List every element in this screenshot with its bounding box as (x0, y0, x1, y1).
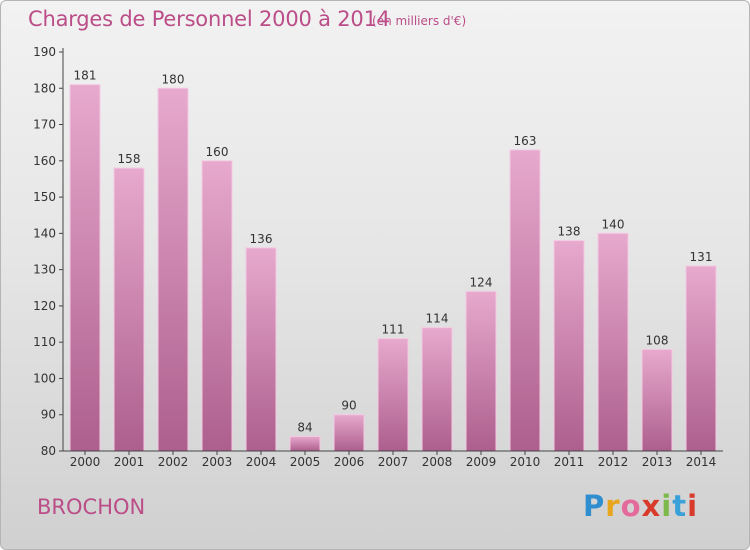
bar-2011 (553, 240, 585, 452)
logo-letter: i (687, 489, 699, 523)
x-tick-label: 2007 (378, 455, 409, 469)
x-tick-label: 2003 (202, 455, 233, 469)
chart-title: Charges de Personnel 2000 à 2014 (28, 7, 390, 31)
y-tick-label: 180 (33, 81, 56, 95)
x-tick-label: 2006 (334, 455, 365, 469)
bar-value-label: 131 (690, 250, 713, 264)
bar-value-label: 84 (297, 420, 312, 434)
bar-2002 (157, 87, 189, 452)
bar-2004 (245, 247, 277, 452)
y-tick-label: 130 (33, 263, 56, 277)
x-tick-label: 2012 (598, 455, 629, 469)
x-tick-label: 2014 (686, 455, 717, 469)
bar-value-label: 140 (602, 217, 625, 231)
y-tick-label: 120 (33, 299, 56, 313)
y-tick-label: 80 (41, 444, 56, 458)
logo-letter: x (641, 489, 662, 523)
bar-2003 (201, 160, 233, 452)
y-tick-label: 110 (33, 335, 56, 349)
x-tick-label: 2013 (642, 455, 673, 469)
y-tick-label: 150 (33, 190, 56, 204)
y-tick-label: 90 (41, 408, 56, 422)
x-tick-label: 2011 (554, 455, 585, 469)
bar-2007 (377, 338, 409, 452)
bar-2008 (421, 327, 453, 452)
bar-value-label: 124 (470, 275, 493, 289)
bar-value-label: 136 (250, 232, 273, 246)
bar-value-label: 111 (382, 323, 405, 337)
logo-letter: o (620, 489, 642, 523)
chart-subtitle: (en milliers d'€) (372, 14, 467, 28)
y-tick-label: 160 (33, 154, 56, 168)
x-tick-label: 2002 (158, 455, 189, 469)
logo-letter: i (661, 489, 673, 523)
x-tick-label: 2004 (246, 455, 277, 469)
x-tick-label: 2005 (290, 455, 321, 469)
y-tick-label: 140 (33, 226, 56, 240)
x-tick-label: 2008 (422, 455, 453, 469)
bar-2012 (597, 232, 629, 452)
bar-value-label: 158 (118, 152, 141, 166)
y-tick-label: 170 (33, 118, 56, 132)
bar-2013 (641, 348, 673, 452)
bar-2010 (509, 149, 541, 452)
x-tick-label: 2009 (466, 455, 497, 469)
logo-letter: P (583, 489, 606, 523)
bar-value-label: 160 (206, 145, 229, 159)
bar-value-label: 180 (162, 72, 185, 86)
bar-2005 (289, 435, 321, 452)
logo-letter: t (672, 489, 688, 523)
y-tick-label: 100 (33, 371, 56, 385)
y-tick-label: 190 (33, 45, 56, 59)
x-tick-label: 2001 (114, 455, 145, 469)
logo-letter: r (605, 489, 621, 523)
bar-value-label: 90 (341, 399, 356, 413)
proxiti-logo: Proxiti (583, 489, 698, 523)
x-tick-label: 2010 (510, 455, 541, 469)
bar-2006 (333, 414, 365, 452)
bar-value-label: 181 (74, 69, 97, 83)
bar-2014 (685, 265, 717, 452)
bar-2009 (465, 290, 497, 452)
x-tick-label: 2000 (70, 455, 101, 469)
bar-2000 (69, 84, 101, 452)
bar-value-label: 138 (558, 225, 581, 239)
bar-2001 (113, 167, 145, 452)
bar-value-label: 163 (514, 134, 537, 148)
bar-value-label: 108 (646, 333, 669, 347)
commune-name: BROCHON (37, 495, 146, 519)
bar-value-label: 114 (426, 312, 449, 326)
